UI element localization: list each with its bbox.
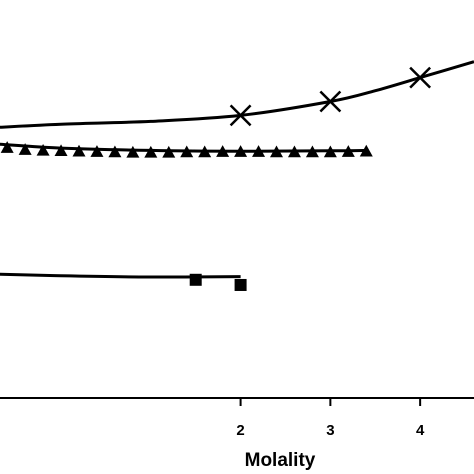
- series-2-point-5: [72, 144, 86, 157]
- series-2-point-8: [126, 145, 140, 158]
- series-2-point-3: [36, 143, 50, 156]
- x-axis-ticks: 2 3 4: [236, 398, 425, 439]
- series-2-point-6: [90, 145, 104, 157]
- x-tick-label-4: 4: [416, 422, 425, 439]
- series-2-point-2: [18, 143, 32, 155]
- series-3-point-1: [189, 273, 202, 286]
- series-3-point-2: [234, 278, 247, 291]
- series-2-point-20: [341, 145, 355, 157]
- series-2-point-4: [54, 144, 68, 157]
- series-2-point-1: [0, 141, 14, 153]
- series-2-point-15: [252, 145, 266, 157]
- series-2-point-14: [234, 145, 248, 157]
- series-2-point-18: [305, 145, 319, 158]
- series-2-point-17: [287, 145, 301, 158]
- series-2-point-21: [359, 144, 373, 157]
- series-2-point-7: [108, 145, 122, 158]
- series-2-point-12: [198, 145, 212, 158]
- series-2-point-19: [323, 145, 337, 158]
- series-1-point-1: [229, 104, 252, 127]
- series-2-point-9: [144, 145, 158, 158]
- series-1-point-2: [319, 90, 342, 113]
- series-3-fit-line: [0, 272, 241, 279]
- x-axis-title: Molality: [245, 450, 316, 471]
- series-2-point-10: [162, 145, 176, 158]
- series-2-point-11: [180, 145, 194, 158]
- series-1-fit-line: [0, 60, 474, 129]
- series-2-point-16: [270, 145, 283, 158]
- x-tick-label-2: 2: [236, 422, 244, 439]
- series-1-point-3: [409, 66, 432, 89]
- plot-area: [0, 60, 474, 291]
- x-tick-label-3: 3: [326, 422, 334, 439]
- series-2-point-13: [216, 145, 230, 157]
